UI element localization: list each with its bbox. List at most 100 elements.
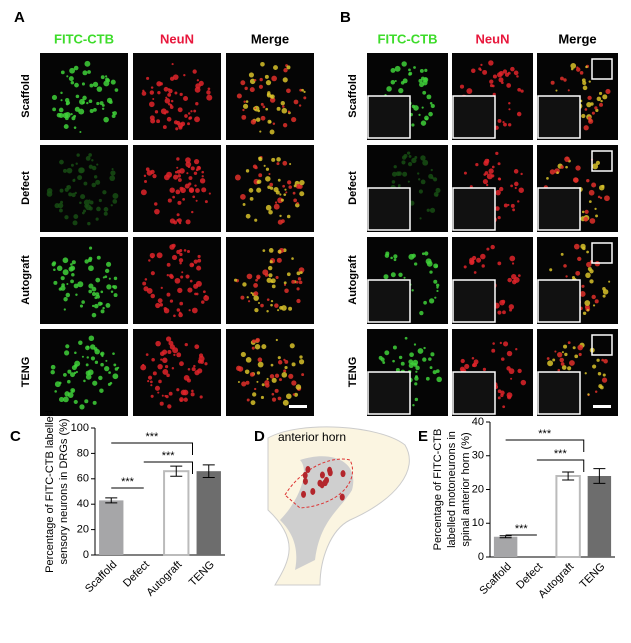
cell-dot xyxy=(92,380,98,386)
cell-dot xyxy=(293,392,299,397)
cell-dot xyxy=(269,182,274,187)
cell-dot xyxy=(106,284,112,290)
cell-dot xyxy=(491,174,495,178)
cell-dot xyxy=(103,116,109,123)
cell-dot xyxy=(173,314,176,318)
cell-dot xyxy=(471,68,476,73)
cell-dot xyxy=(240,194,246,200)
cell-dot xyxy=(413,105,419,111)
cell-dot xyxy=(191,210,194,214)
cell-dot xyxy=(276,257,282,263)
cell-dot xyxy=(75,94,80,99)
cell-dot xyxy=(203,295,210,301)
cell-dot xyxy=(185,274,190,279)
cell-dot xyxy=(502,310,506,315)
cell-dot xyxy=(490,244,495,250)
cell-dot xyxy=(254,387,257,391)
cell-dot xyxy=(588,189,595,196)
cell-dot xyxy=(270,94,275,99)
cell-dot xyxy=(284,288,289,294)
channel-header: FITC-CTB xyxy=(54,31,114,46)
cell-dot xyxy=(408,253,415,260)
cell-dot xyxy=(577,344,584,351)
cell-dot xyxy=(262,105,266,109)
cell-dot xyxy=(515,348,518,351)
cell-dot xyxy=(64,97,70,103)
cell-dot xyxy=(179,361,184,367)
cell-dot xyxy=(424,115,429,121)
cell-dot xyxy=(275,338,278,342)
cell-dot xyxy=(95,179,101,185)
cell-dot xyxy=(93,347,98,351)
cell-dot xyxy=(95,217,99,221)
cell-dot xyxy=(196,165,201,171)
cell-dot xyxy=(75,370,78,374)
cell-dot xyxy=(173,174,179,180)
cell-dot xyxy=(85,370,91,376)
cell-dot xyxy=(282,122,288,128)
inset-box xyxy=(591,150,613,172)
cell-dot xyxy=(149,252,156,259)
cell-dot xyxy=(260,102,264,106)
cell-dot xyxy=(492,342,495,345)
cell-dot xyxy=(169,299,174,303)
cell-dot xyxy=(273,203,280,210)
cell-dot xyxy=(392,359,395,363)
cell-dot xyxy=(497,162,501,166)
panel-label: B xyxy=(340,9,351,26)
cell-dot xyxy=(269,129,275,135)
y-tick-label: 40 xyxy=(472,416,484,428)
cell-dot xyxy=(414,262,418,266)
cell-dot xyxy=(256,276,260,280)
cell-dot xyxy=(110,170,116,176)
cell-dot xyxy=(104,268,110,274)
cell-dot xyxy=(148,259,151,262)
motoneuron-dot xyxy=(302,471,308,479)
cell-dot xyxy=(473,359,479,365)
cell-dot xyxy=(242,203,246,206)
cell-dot xyxy=(254,218,258,222)
cell-dot xyxy=(595,160,601,165)
cell-dot xyxy=(256,187,262,193)
cell-dot xyxy=(390,79,396,85)
cell-dot xyxy=(586,261,592,268)
cell-dot xyxy=(110,290,114,294)
cell-dot xyxy=(408,154,412,158)
cell-dot xyxy=(277,197,283,204)
cell-dot xyxy=(245,213,251,219)
cell-dot xyxy=(589,218,596,224)
cell-dot xyxy=(419,217,422,220)
cell-dot xyxy=(588,80,591,83)
cell-dot xyxy=(81,355,84,358)
cell-dot xyxy=(291,362,296,367)
cell-dot xyxy=(64,391,70,397)
cell-dot xyxy=(236,93,242,99)
cell-dot xyxy=(88,289,93,294)
cell-dot xyxy=(165,395,169,399)
cell-dot xyxy=(559,357,564,363)
cell-dot xyxy=(104,365,110,372)
cell-dot xyxy=(273,65,278,71)
cell-dot xyxy=(74,82,79,88)
cell-dot xyxy=(584,108,588,111)
cell-dot xyxy=(86,356,89,359)
cell-dot xyxy=(80,194,86,200)
cell-dot xyxy=(204,362,208,366)
cell-dot xyxy=(459,84,465,89)
cell-dot xyxy=(163,307,168,311)
cell-dot xyxy=(428,357,432,361)
cell-dot xyxy=(207,87,211,91)
cell-dot xyxy=(161,394,164,397)
cell-dot xyxy=(257,109,261,113)
cell-dot xyxy=(160,358,163,361)
cell-dot xyxy=(114,88,119,92)
cell-dot xyxy=(163,86,169,92)
cell-dot xyxy=(100,362,104,367)
cell-dot xyxy=(433,279,438,284)
cell-dot xyxy=(267,185,271,190)
cell-dot xyxy=(281,107,288,114)
cell-dot xyxy=(112,111,117,116)
cell-dot xyxy=(517,87,522,92)
cell-dot xyxy=(549,169,556,175)
cell-dot xyxy=(87,258,92,263)
